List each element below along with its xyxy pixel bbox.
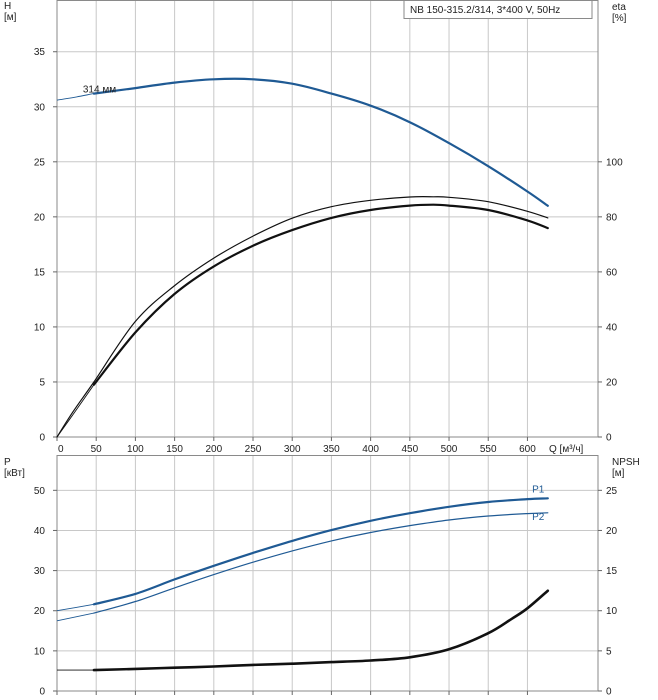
x-axis-label: Q [м³/ч] [549,444,584,455]
y-left-axis-title: H [4,1,11,12]
y-left-tick-label: 15 [34,267,46,278]
y-right-tick-label: 15 [606,566,618,577]
series-2-line [56,196,549,438]
x-tick-label: 250 [245,444,262,455]
y-right-tick-label: 20 [606,526,618,537]
y-right-tick-label: 20 [606,377,618,388]
x-tick-label: 550 [480,444,497,455]
y-left-tick-label: 10 [34,646,46,657]
y-left-tick-label: 0 [39,433,45,444]
314-мм-extension-line [56,93,94,101]
y-right-tick-label: 0 [606,687,612,698]
x-tick-label: 200 [205,444,222,455]
x-tick-label: 400 [362,444,379,455]
y-right-tick-label: 100 [606,157,623,168]
y-right-tick-label: 10 [606,606,618,617]
model-title-box [403,0,593,19]
series-label: P2 [532,512,545,523]
y-left-tick-label: 25 [34,157,46,168]
y-left-tick-label: 50 [34,486,46,497]
y-right-axis-title: eta [612,2,626,13]
y-right-tick-label: 60 [606,267,618,278]
series-1-line [92,203,549,386]
x-tick-label: 150 [166,444,183,455]
chart-header: NB 150-315.2/314, 3*400 V, 50Hz [403,0,593,19]
y-left-axis-title: P [4,457,11,468]
y-right-axis-unit: [%] [612,13,627,24]
y-right-axis-unit: [м] [612,468,625,479]
y-left-tick-label: 10 [34,322,46,333]
series-label: P1 [532,484,545,495]
x-tick-label: 50 [91,444,103,455]
series-2-line [92,589,550,672]
y-left-tick-label: 40 [34,526,46,537]
y-left-tick-label: 30 [34,566,46,577]
y-right-tick-label: 40 [606,322,618,333]
p1-extension-line [56,603,94,612]
y-left-tick-label: 30 [34,102,46,113]
plot-frame [56,455,599,692]
y-left-tick-label: 20 [34,212,46,223]
series-label: 314 мм [83,84,116,95]
x-tick-label: 450 [401,444,418,455]
y-left-tick-label: 35 [34,47,46,58]
y-left-tick-label: 20 [34,606,46,617]
p1-line [92,497,549,606]
y-right-tick-label: 5 [606,646,612,657]
y-right-tick-label: 25 [606,486,618,497]
y-left-tick-label: 0 [39,687,45,698]
x-tick-label: 100 [127,444,144,455]
y-left-axis-unit: [кВт] [4,468,25,479]
plot-frame [56,0,599,438]
y-right-axis-title: NPSH [612,457,640,468]
x-tick-label: 350 [323,444,340,455]
x-tick-label: 0 [58,444,64,455]
model-title: NB 150-315.2/314, 3*400 V, 50Hz [410,5,560,16]
power-npsh-chart: 0 10 20 30 40 50 0 5 10 15 20 25 P[кВт] NPSH[м] P1 P2 [4,455,640,698]
y-right-tick-label: 80 [606,212,618,223]
y-left-tick-label: 5 [39,377,45,388]
314-мм-line [92,77,549,207]
p2-extension-line [56,612,94,622]
y-left-axis-unit: [м] [4,12,17,23]
p2-line [93,512,549,614]
x-tick-label: 600 [519,444,536,455]
x-tick-label: 300 [284,444,301,455]
y-right-tick-label: 0 [606,433,612,444]
x-tick-label: 500 [441,444,458,455]
